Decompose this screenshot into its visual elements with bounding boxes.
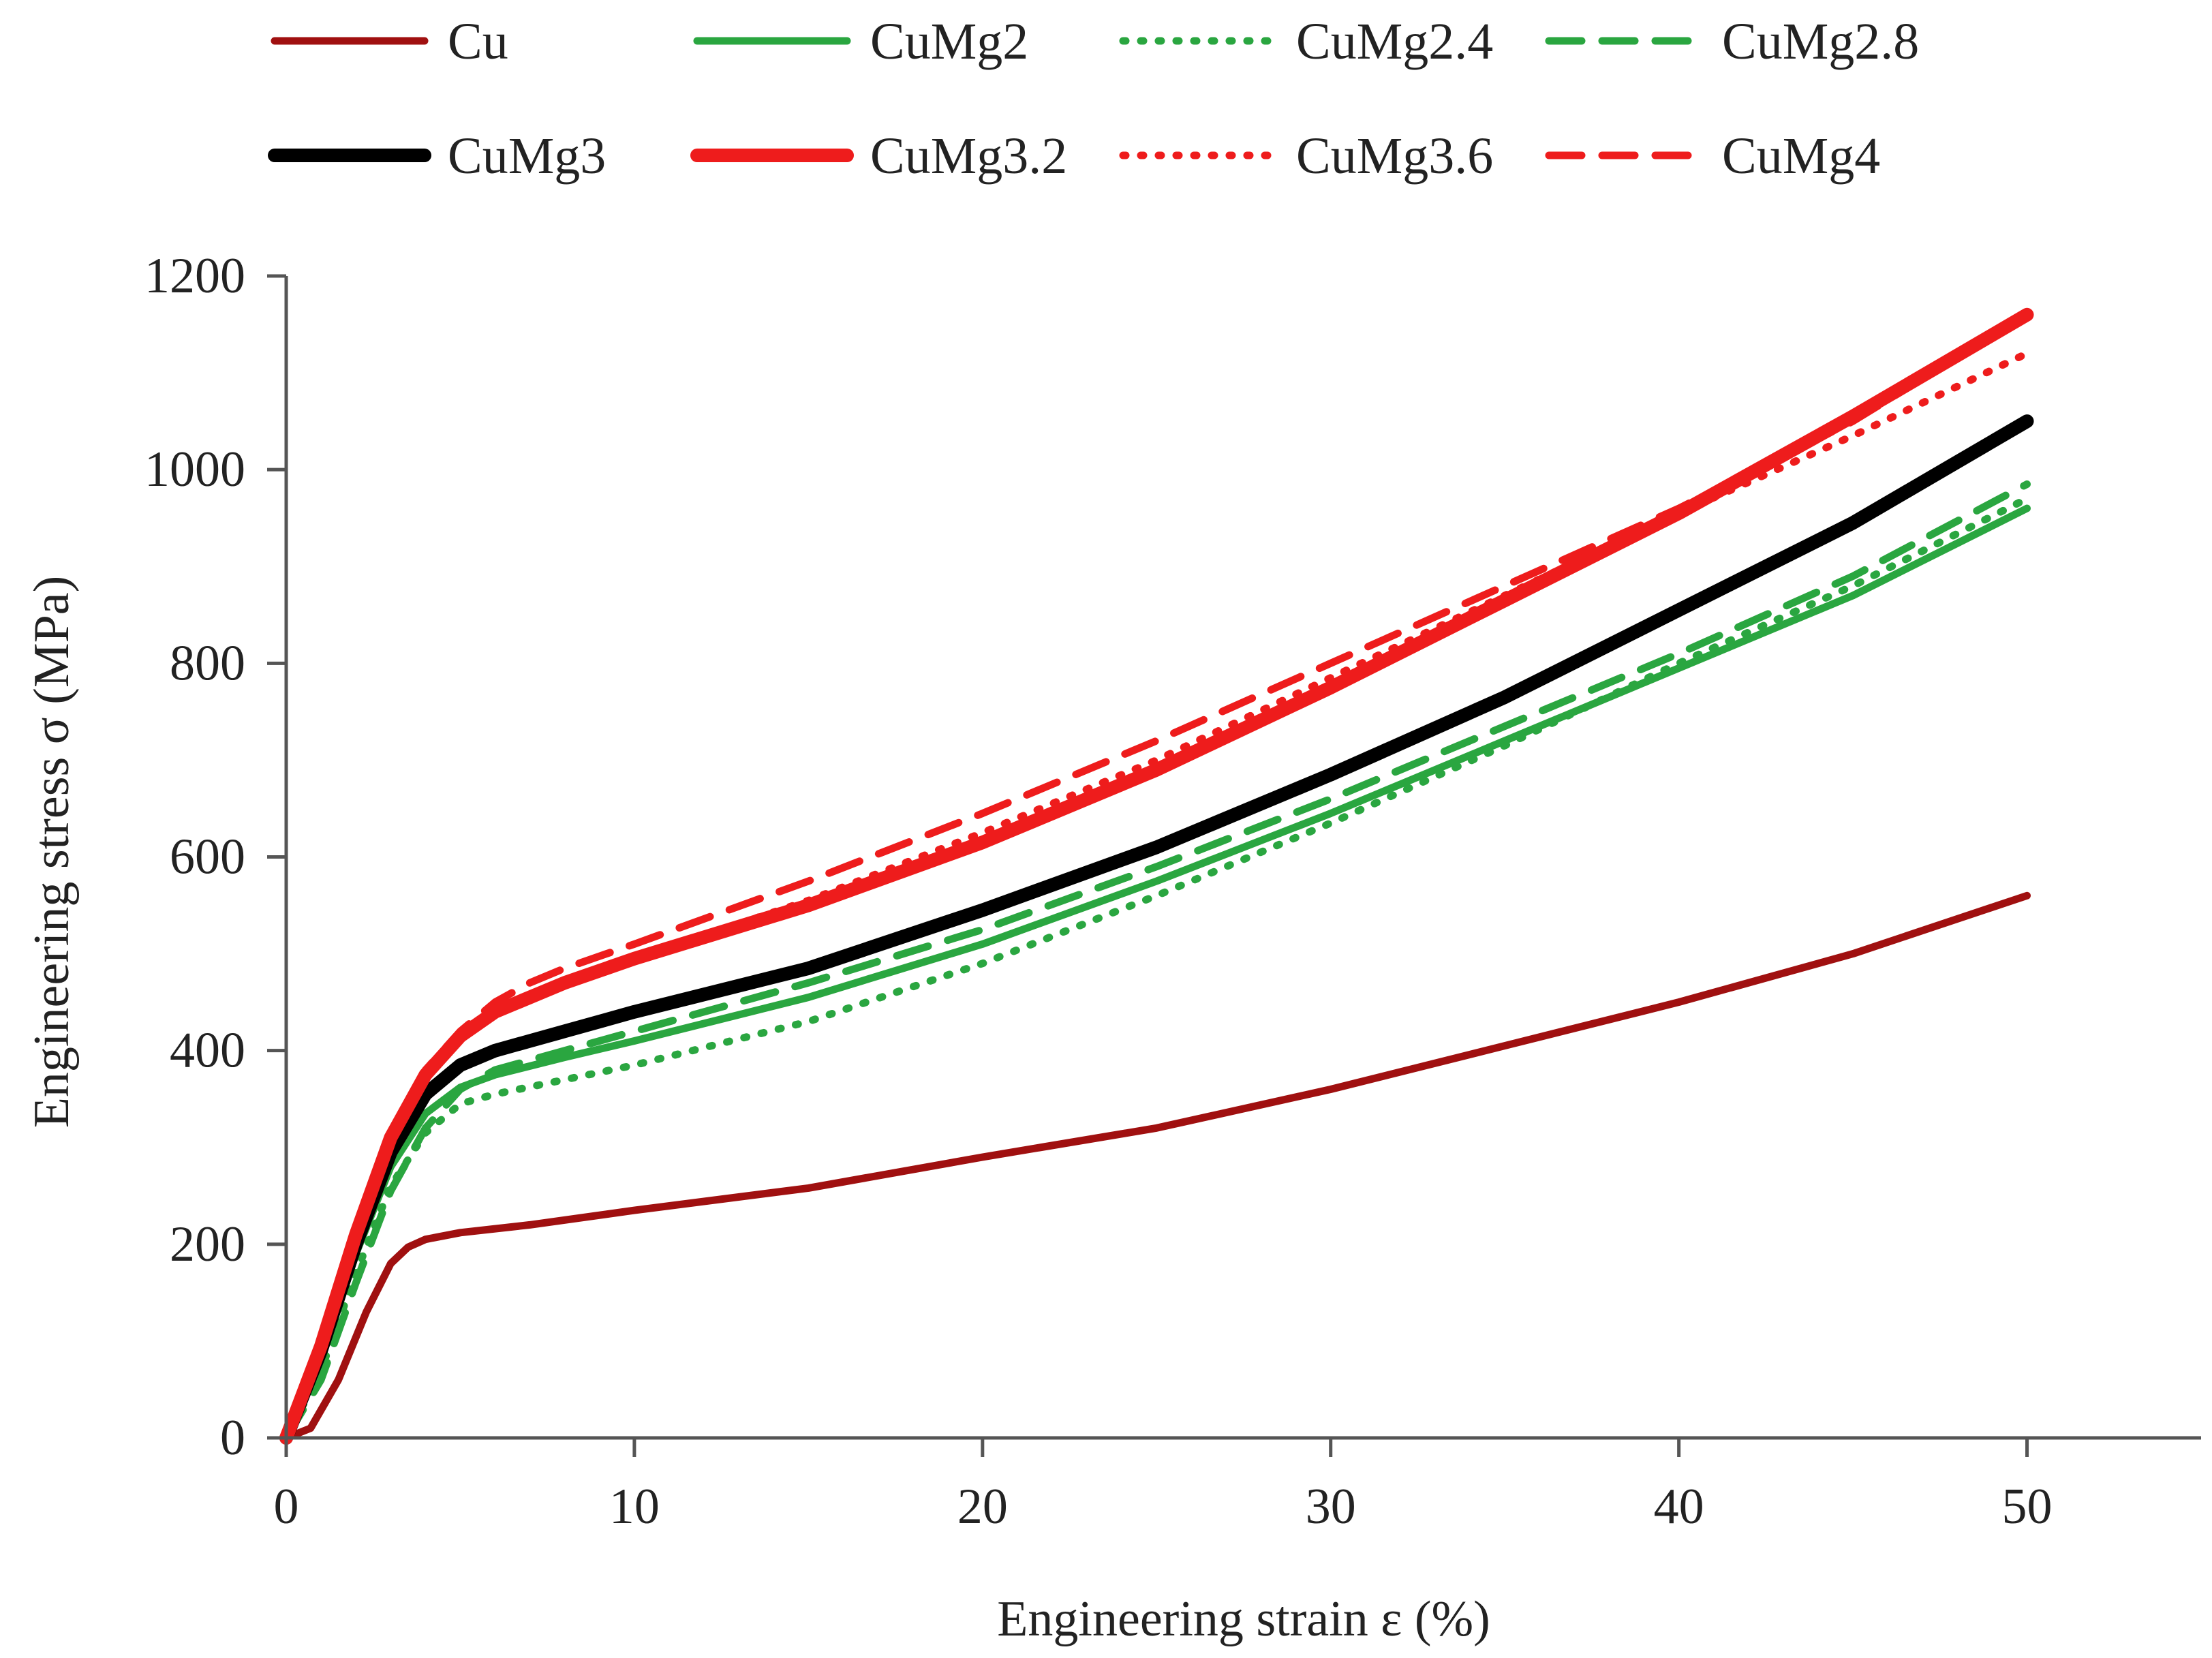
legend-item-cumg2-4: CuMg2.4 xyxy=(1119,13,1493,70)
y-tick-label: 0 xyxy=(220,1410,245,1466)
legend-label: CuMg2.8 xyxy=(1722,13,1919,70)
legend-item-cumg4: CuMg4 xyxy=(1545,127,1880,185)
y-axis-title: Engineering stress σ (MPa) xyxy=(24,576,80,1129)
x-tick-label: 30 xyxy=(1306,1479,1356,1535)
series-line-cumg4 xyxy=(282,311,2031,1442)
legend: Cu CuMg2 CuMg2.4 CuMg2.8 CuMg3 CuMg3.2 CuMg3.6… xyxy=(268,13,1919,185)
legend-item-cu: Cu xyxy=(271,13,508,70)
legend-label: CuMg2 xyxy=(870,13,1028,70)
y-tick-label: 1000 xyxy=(144,442,245,497)
y-tick-label: 1200 xyxy=(144,248,245,304)
series-line-cumg3-6 xyxy=(282,350,2031,1442)
x-axis-ticks: 0 10 20 30 40 50 xyxy=(274,1438,2053,1535)
x-tick-label: 20 xyxy=(957,1479,1008,1535)
series-line-cumg2-8 xyxy=(282,480,2031,1442)
x-tick-label: 10 xyxy=(609,1479,660,1535)
series-line-cumg3 xyxy=(279,414,2034,1445)
x-tick-label: 0 xyxy=(274,1479,299,1535)
legend-label: CuMg3.2 xyxy=(870,127,1067,185)
x-tick-label: 40 xyxy=(1654,1479,1704,1535)
y-axis-ticks: 0 200 400 600 800 1000 1200 xyxy=(144,248,286,1466)
plot-series xyxy=(279,307,2034,1445)
series-line-cu xyxy=(282,891,2031,1442)
y-tick-label: 200 xyxy=(170,1216,245,1272)
legend-label: CuMg3 xyxy=(448,127,606,185)
y-tick-label: 800 xyxy=(170,635,245,691)
legend-item-cumg3-6: CuMg3.6 xyxy=(1119,127,1493,185)
legend-label: Cu xyxy=(448,13,508,70)
legend-item-cumg3-2: CuMg3.2 xyxy=(690,127,1067,185)
legend-label: CuMg2.4 xyxy=(1296,13,1493,70)
legend-label: CuMg3.6 xyxy=(1296,127,1493,185)
axes: 0 10 20 30 40 50 0 200 400 600 800 1000 1200 xyxy=(144,248,2201,1535)
legend-label: CuMg4 xyxy=(1722,127,1880,185)
legend-item-cumg2: CuMg2 xyxy=(693,13,1028,70)
series-line-cumg2-4 xyxy=(282,495,2031,1442)
x-tick-label: 50 xyxy=(2002,1479,2053,1535)
legend-item-cumg2-8: CuMg2.8 xyxy=(1545,13,1919,70)
y-tick-label: 400 xyxy=(170,1023,245,1079)
x-axis-title: Engineering strain ε (%) xyxy=(997,1591,1490,1647)
y-tick-label: 600 xyxy=(170,829,245,885)
legend-item-cumg3: CuMg3 xyxy=(268,127,606,185)
series-line-cumg3-2 xyxy=(279,307,2034,1445)
